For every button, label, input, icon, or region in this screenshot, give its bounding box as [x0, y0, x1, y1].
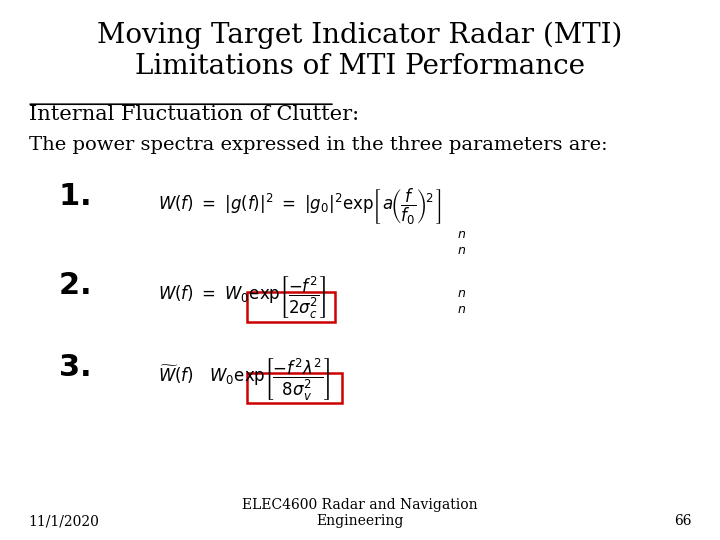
Text: Internal Fluctuation of Clutter:: Internal Fluctuation of Clutter: — [29, 105, 359, 124]
Text: $\mathbf{1.}$: $\mathbf{1.}$ — [58, 181, 89, 212]
Text: $W(f) \ = \ W_0 \exp\!\left[\dfrac{-f^2}{2\sigma_c^2}\right]$: $W(f) \ = \ W_0 \exp\!\left[\dfrac{-f^2}… — [158, 274, 327, 321]
Text: $n$: $n$ — [457, 303, 467, 316]
Text: $\mathbf{2.}$: $\mathbf{2.}$ — [58, 270, 89, 301]
Text: $\widetilde{W}(f) \quad W_0 \exp\!\left[\dfrac{-f^2\lambda^2}{8\sigma_v^2}\right: $\widetilde{W}(f) \quad W_0 \exp\!\left[… — [158, 356, 330, 403]
Text: $n$: $n$ — [457, 244, 467, 257]
Text: $\mathbf{3.}$: $\mathbf{3.}$ — [58, 352, 89, 383]
Text: $W(f) \ = \ |g(f)|^2 \ = \ |g_0|^2 \exp\!\left[\, a\!\left(\dfrac{f}{f_0}\right): $W(f) \ = \ |g(f)|^2 \ = \ |g_0|^2 \exp\… — [158, 186, 442, 226]
Text: Moving Target Indicator Radar (MTI)
Limitations of MTI Performance: Moving Target Indicator Radar (MTI) Limi… — [97, 22, 623, 80]
Text: The power spectra expressed in the three parameters are:: The power spectra expressed in the three… — [29, 136, 608, 154]
Text: 11/1/2020: 11/1/2020 — [29, 514, 99, 528]
Text: ELEC4600 Radar and Navigation
Engineering: ELEC4600 Radar and Navigation Engineerin… — [242, 498, 478, 528]
Text: $n$: $n$ — [457, 287, 467, 300]
Text: $n$: $n$ — [457, 228, 467, 241]
Text: 66: 66 — [674, 514, 691, 528]
